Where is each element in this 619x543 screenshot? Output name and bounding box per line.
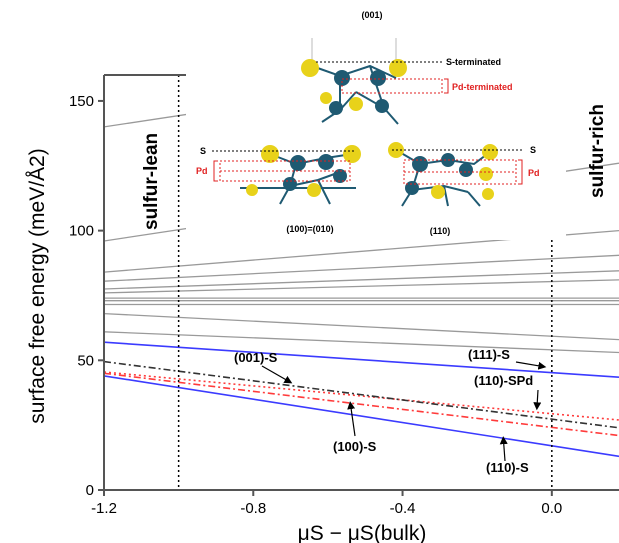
palladium-atom <box>318 154 334 170</box>
pd-bracket <box>444 78 449 94</box>
inset-background <box>186 8 566 240</box>
annotation-arrow-110-spd <box>533 389 542 411</box>
series-line-110-s <box>104 375 619 458</box>
series-line-111-s <box>104 341 619 378</box>
sulfur-atom <box>301 59 319 77</box>
structure-inset: (001) S-terminated Pd-terminated <box>186 8 566 240</box>
x-tick-label: -1.2 <box>91 500 117 517</box>
left-pd-label: Pd <box>196 166 208 176</box>
palladium-atom <box>333 169 347 183</box>
right-structure-caption: (110) <box>430 226 451 236</box>
sulfur-atom <box>482 188 494 200</box>
sulfur-atom <box>431 185 445 199</box>
sulfur-lean-label: sulfur-lean <box>141 133 162 230</box>
palladium-atom <box>283 177 297 191</box>
axis-layer <box>103 74 619 491</box>
background-surface-line-10 <box>104 279 619 294</box>
right-s-label: S <box>530 145 536 155</box>
structure-100-image: S Pd (100)=(010) <box>196 145 361 234</box>
annotation-layer: (001)-S (111)-S (110)-SPd (100)-S (110)-… <box>234 347 547 475</box>
annotation-110-s: (110)-S <box>486 460 529 475</box>
regime-layer <box>177 75 553 490</box>
annotation-arrow-001-s <box>261 365 293 384</box>
sulfur-atom <box>320 92 332 104</box>
x-tick-label: -0.8 <box>240 500 266 517</box>
palladium-atom <box>412 156 428 172</box>
sulfur-atom <box>482 144 498 160</box>
sulfur-atom <box>349 97 363 111</box>
palladium-atom <box>329 101 343 115</box>
palladium-atom <box>459 163 473 177</box>
pd-terminated-label: Pd-terminated <box>452 82 513 92</box>
y-tick-label: 100 <box>69 223 94 240</box>
sulfur-rich-label: sulfur-rich <box>587 104 608 198</box>
palladium-atom <box>375 99 389 113</box>
palladium-atom <box>405 181 419 195</box>
series-line-001-s <box>104 360 619 429</box>
series-layer <box>104 75 619 458</box>
x-axis-title: μS − μS(bulk) <box>298 522 427 543</box>
right-pd-label: Pd <box>528 168 540 178</box>
annotation-arrow-100-s <box>347 401 356 437</box>
palladium-atom <box>290 155 306 171</box>
y-tick-label: 0 <box>86 482 94 499</box>
annotation-arrow-110-s <box>499 436 508 462</box>
sulfur-atom <box>307 183 321 197</box>
pd-bracket-left <box>213 160 218 182</box>
background-surface-line-9 <box>104 270 619 290</box>
annotation-arrow-111-s <box>515 361 547 370</box>
sulfur-atom <box>261 145 279 163</box>
inset-title: (001) <box>361 10 382 20</box>
series-line-110-spd <box>104 371 619 421</box>
background-surface-line-15 <box>104 331 619 354</box>
left-s-label: S <box>200 146 206 156</box>
pd-termination-box <box>341 78 443 94</box>
x-tick-label: -0.4 <box>390 500 416 517</box>
structure-110-image: S Pd (110) <box>388 142 540 236</box>
structure-bonds <box>311 64 399 125</box>
annotation-111-s: (111)-S <box>468 347 510 362</box>
annotation-110-spd: (110)-SPd <box>474 373 533 388</box>
structure-001-image: S-terminated Pd-terminated <box>301 38 513 125</box>
s-terminated-label: S-terminated <box>446 57 501 67</box>
background-surface-line-8 <box>104 254 619 282</box>
background-surface-line-14 <box>104 312 619 341</box>
palladium-atom <box>370 70 386 86</box>
sulfur-atom <box>246 184 258 196</box>
y-tick-label: 50 <box>77 352 94 369</box>
palladium-atom <box>334 70 350 86</box>
sulfur-atom <box>479 167 493 181</box>
sulfur-atom <box>389 59 407 77</box>
x-tick-label: 0.0 <box>541 500 562 517</box>
annotation-100-s: (100)-S <box>333 439 377 454</box>
annotation-001-s: (001)-S <box>234 350 278 365</box>
tick-layer: 0 50 100 150 -1.2 -0.8 -0.4 0.0 <box>69 93 562 517</box>
pd-bracket-right <box>518 159 523 185</box>
y-axis-title: surface free energy (meV/Å2) <box>26 148 49 423</box>
y-tick-label: 150 <box>69 93 94 110</box>
series-line-100-s <box>104 372 619 437</box>
structure-bonds <box>240 153 356 205</box>
sulfur-atom <box>343 145 361 163</box>
left-structure-caption: (100)=(010) <box>286 224 333 234</box>
